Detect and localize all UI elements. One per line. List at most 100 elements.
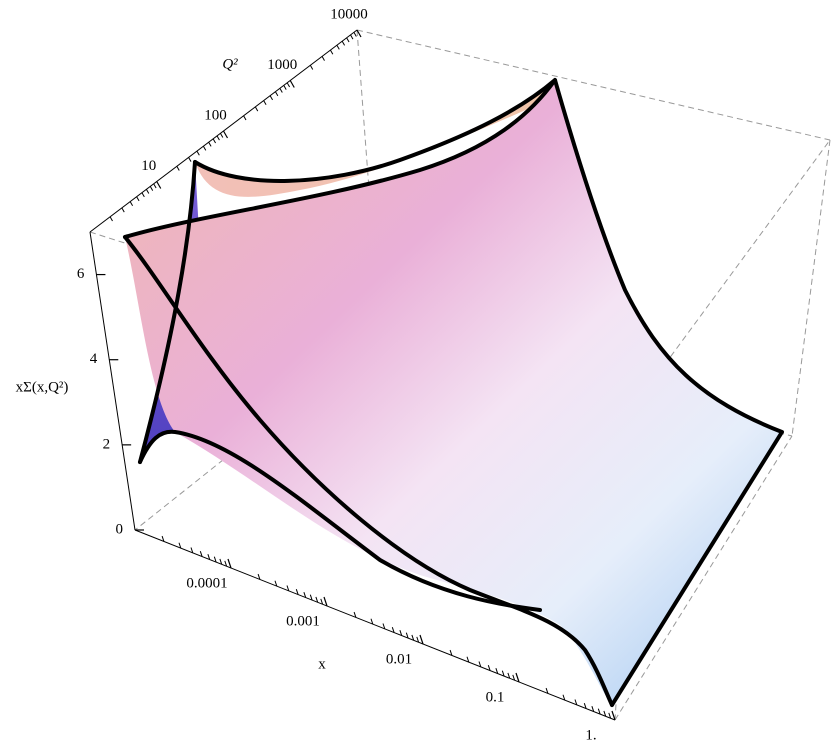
tick-mark [419,634,424,645]
minor-tick [353,611,357,618]
z-tick-label: 0 [116,521,124,537]
x-tick-label: 1. [585,727,596,743]
minor-tick [153,183,157,189]
minor-tick [286,585,290,592]
minor-tick [466,656,470,663]
y-tick-label: 1000 [267,57,297,73]
minor-tick [263,100,267,106]
surface-edge [138,160,197,464]
minor-tick [512,674,516,681]
minor-tick [487,665,491,671]
minor-tick [562,694,566,701]
minor-tick [603,710,607,717]
minor-tick [315,596,319,603]
minor-tick [199,551,203,557]
minor-tick [129,201,134,207]
y-axis-label: Q² [222,56,238,72]
minor-tick [309,65,314,70]
minor-tick [608,712,612,719]
minor-tick [449,649,453,656]
z-tick-label: 4 [90,351,98,367]
tick-mark [515,672,520,683]
minor-tick [207,554,211,560]
minor-tick [330,49,334,55]
minor-tick [341,40,346,46]
surface-edge [123,235,614,707]
surface-edge [138,429,542,612]
surface [123,78,784,707]
x-tick-label: 0.001 [286,613,320,629]
y-tick-label: 100 [204,107,227,123]
tick-mark [222,130,229,139]
z-axis [89,231,136,531]
minor-tick [141,192,145,198]
minor-tick [545,687,549,694]
minor-tick [405,632,409,639]
minor-tick [121,207,125,213]
minor-tick [188,157,192,162]
tick-mark [356,29,362,38]
minor-tick [495,668,499,674]
minor-tick [275,91,279,97]
minor-tick [136,196,140,202]
x-axis [134,529,616,721]
minor-tick [321,56,325,61]
minor-tick [416,636,420,643]
z-tick-label: 2 [103,436,111,452]
surface-main [125,80,782,705]
minor-tick [196,150,200,156]
z-tick-label: 6 [77,266,85,282]
x-tick-label: 0.0001 [186,575,227,591]
minor-tick [303,592,307,598]
minor-tick [283,85,287,90]
z-axis-label: xΣ(x,Q²) [16,379,69,395]
surface-back [195,80,560,197]
minor-tick [583,703,587,709]
minor-tick [320,598,324,605]
x-tick-label: 0.01 [386,651,412,667]
minor-tick [224,560,228,567]
minor-tick [370,618,374,625]
minor-tick [269,95,273,101]
minor-tick [501,670,505,677]
tick-mark [156,181,162,189]
minor-tick [391,627,395,633]
minor-tick [574,699,578,706]
minor-tick [591,706,595,712]
minor-tick [176,166,180,171]
minor-tick [190,547,194,554]
minor-tick [216,135,220,141]
minor-tick [202,145,207,151]
minor-tick [336,44,340,50]
minor-tick [286,82,291,88]
minor-tick [213,556,217,563]
minor-tick [350,34,354,40]
minor-tick [178,542,182,549]
minor-tick [597,708,601,715]
minor-tick [212,138,216,144]
minor-tick [208,141,212,147]
minor-tick [109,216,113,222]
y-tick-label: 10 [141,158,156,174]
minor-tick [161,535,165,542]
surface-edge [193,78,557,183]
minor-tick [279,88,283,93]
minor-tick [309,594,313,601]
minor-tick [220,133,224,138]
tick-mark [611,710,616,721]
tick-mark [227,558,232,569]
minor-tick [145,189,150,194]
minor-tick [257,573,261,580]
minor-tick [353,32,357,37]
minor-tick [295,589,299,595]
minor-tick [243,115,247,121]
tick-mark [323,596,328,607]
minor-tick [219,558,223,565]
minor-tick [478,661,482,668]
minor-tick [149,186,154,191]
tick-mark [289,80,295,88]
minor-tick [411,634,415,641]
minor-tick [399,630,403,636]
minor-tick [274,580,278,587]
